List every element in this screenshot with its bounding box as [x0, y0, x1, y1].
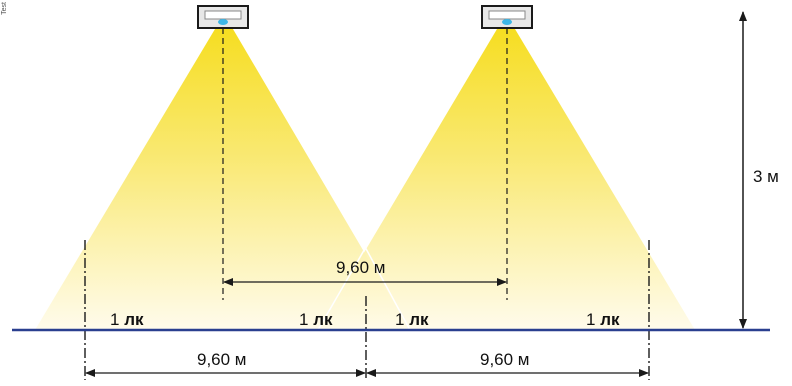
right-light-cone [318, 24, 695, 330]
lux-label-3: 1 лк [395, 310, 429, 329]
side-mark: Test [1, 2, 8, 15]
lux-label-1: 1 лк [110, 310, 144, 329]
left-luminaire [197, 5, 249, 29]
bottom-left-span-label: 9,60 м [197, 350, 247, 369]
lux-label-4: 1 лк [586, 310, 620, 329]
lux-label-2: 1 лк [299, 310, 333, 329]
left-light-cone [35, 24, 410, 330]
light-spacing-label: 9,60 м [336, 258, 386, 277]
right-luminaire [481, 5, 533, 29]
height-label: 3 м [753, 167, 779, 186]
bottom-right-span-label: 9,60 м [480, 350, 530, 369]
